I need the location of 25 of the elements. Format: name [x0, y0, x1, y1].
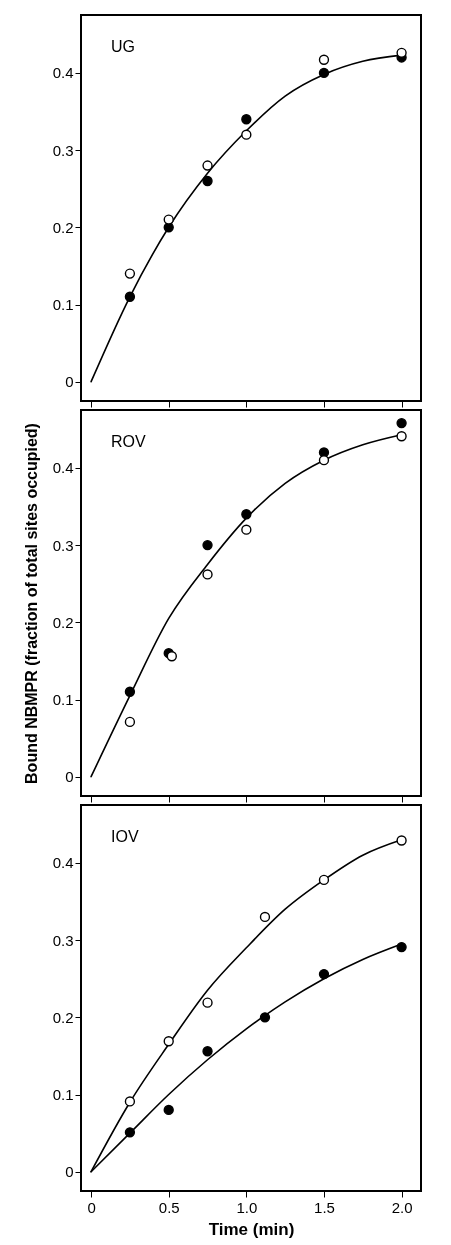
y-tick-label: 0.4 [52, 459, 74, 477]
y-tick-label: 0.4 [52, 64, 74, 82]
x-tick-label: 2.0 [391, 1198, 413, 1216]
y-tick-label: 0.4 [52, 854, 74, 872]
y-tick-label: 0.2 [52, 218, 74, 236]
y-tick-label: 0 [65, 373, 74, 391]
annotation: IOV [111, 828, 139, 845]
x-axis-title: Time (min) [208, 1219, 295, 1239]
annotation: ROV [111, 433, 146, 450]
y-tick-label: 0 [65, 768, 74, 786]
x-tick-label: 0.5 [158, 1198, 180, 1216]
y-tick-label: 0.3 [52, 141, 74, 159]
x-tick-label: 1.5 [314, 1198, 335, 1216]
y-tick-label: 0.3 [52, 931, 74, 949]
annotation: UG [111, 38, 135, 55]
x-tick-label: 1.0 [236, 1198, 258, 1216]
y-tick-label: 0.1 [52, 296, 74, 313]
y-tick-label: 0 [65, 1163, 74, 1181]
y-tick-label: 0.2 [52, 613, 74, 631]
y-tick-label: 0.3 [52, 536, 74, 554]
x-tick-label: 0 [87, 1198, 96, 1216]
y-tick-label: 0.2 [52, 1008, 74, 1026]
y-axis-title: Bound NBMPR (fraction of total sites occupied) [22, 423, 40, 784]
y-tick-label: 0.1 [52, 691, 74, 708]
y-tick-label: 0.1 [52, 1086, 74, 1103]
